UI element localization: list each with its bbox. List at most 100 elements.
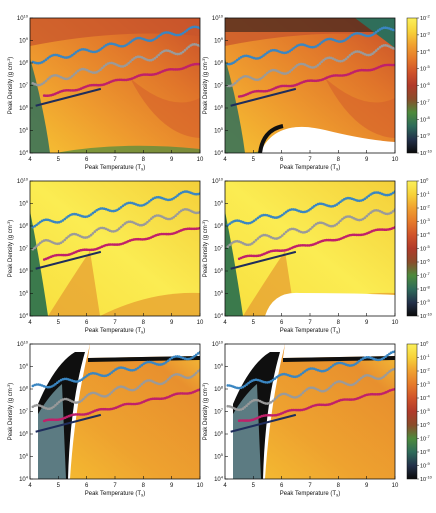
grey-data-point <box>166 378 170 381</box>
magenta-data-point <box>179 392 182 395</box>
blue-data-point <box>281 373 284 376</box>
grey-data-point <box>251 242 254 245</box>
heatmap-region <box>48 251 100 316</box>
grey-data-point <box>374 49 378 52</box>
grey-data-point <box>108 392 112 396</box>
grey-data-point <box>335 222 339 226</box>
blue-data-point <box>314 45 318 48</box>
navy-track-line <box>35 413 102 433</box>
blue-data-point <box>168 358 172 361</box>
grey-data-point <box>271 68 275 72</box>
grey-data-point <box>95 70 98 74</box>
blue-data-point <box>80 378 83 382</box>
x-tick-label: 5 <box>252 483 256 489</box>
grey-data-point <box>44 79 48 83</box>
x-tick-label: 6 <box>85 320 89 326</box>
blue-data-point <box>121 204 125 208</box>
blue-data-point <box>273 377 277 381</box>
blue-data-point <box>281 213 284 217</box>
grey-data-point <box>386 372 389 375</box>
grey-data-point <box>241 407 245 411</box>
grey-data-point <box>348 383 352 387</box>
grey-data-point <box>44 238 48 242</box>
grey-data-point <box>341 217 344 221</box>
y-tick-label: 106 <box>214 430 224 439</box>
x-tick-label: 7 <box>113 157 117 163</box>
grey-data-point <box>331 383 335 386</box>
blue-data-point <box>373 191 376 194</box>
grey-data-point <box>185 47 189 50</box>
grey-data-point <box>352 383 356 386</box>
empty-region <box>88 344 200 358</box>
colorbar: 100 10-1 10-2 10-3 10-4 10-5 10-6 10-7 10-8 10-9 1… <box>406 177 433 320</box>
blue-data-point <box>226 62 230 66</box>
empty-region <box>265 292 395 316</box>
x-tick-label: 7 <box>308 320 312 326</box>
blue-data-point <box>35 61 38 65</box>
blue-data-point <box>119 206 123 209</box>
blue-data-point <box>183 190 187 193</box>
x-tick-label: 8 <box>337 157 341 163</box>
blue-data-point <box>71 213 74 216</box>
grey-data-point <box>179 51 183 55</box>
blue-data-point <box>329 365 333 369</box>
grey-data-point <box>172 216 175 219</box>
x-axis-label: Peak Temperature (T9) <box>280 165 340 172</box>
grey-data-point <box>40 82 44 86</box>
blue-data-point <box>343 39 346 42</box>
blue-data-point <box>138 365 142 368</box>
grey-data-point <box>239 76 243 80</box>
grey-data-point <box>157 53 160 57</box>
x-tick-label: 8 <box>142 483 146 489</box>
x-axis-label: Peak Temperature (T9) <box>85 491 145 498</box>
grey-data-point <box>127 61 130 65</box>
colorbar-tick-label: 10-3 <box>420 380 430 389</box>
grey-data-point <box>356 380 359 383</box>
colorbar-tick-label: 10-8 <box>420 448 430 457</box>
colorbar-tick-label: 10-10 <box>420 475 433 484</box>
grey-data-point <box>104 63 108 66</box>
y-tick-label: 106 <box>214 267 224 276</box>
blue-data-point <box>326 368 329 372</box>
blue-data-point <box>146 201 149 205</box>
grey-data-point <box>301 391 305 395</box>
magenta-data-point <box>93 83 97 87</box>
grey-data-point <box>337 221 341 224</box>
blue-data-point <box>288 49 292 53</box>
grey-data-point <box>166 217 170 221</box>
grey-data-point <box>129 388 132 392</box>
grey-data-point <box>307 229 310 232</box>
blue-data-point <box>318 42 322 46</box>
colorbar-tick-label: 10-6 <box>420 81 430 90</box>
blue-data-point <box>292 375 295 379</box>
blue-data-point <box>86 374 89 377</box>
grey-data-point <box>282 232 286 236</box>
grey-data-point <box>69 76 72 79</box>
blue-data-point <box>35 383 38 386</box>
blue-data-point <box>243 384 246 388</box>
blue-data-point <box>328 367 331 370</box>
grey-data-point <box>243 75 246 78</box>
x-tick-label: 10 <box>392 483 399 489</box>
colorbar-tick-label: 10-9 <box>420 132 430 141</box>
blue-data-point <box>339 200 342 204</box>
colorbar-tick-label: 10-6 <box>420 421 430 430</box>
grey-data-point <box>170 217 174 220</box>
magenta-data-point <box>377 228 381 231</box>
grey-data-point <box>281 392 284 396</box>
grey-data-point <box>56 402 59 405</box>
blue-data-point <box>320 41 324 44</box>
blue-data-point <box>134 367 138 371</box>
x-tick-label: 9 <box>365 157 369 163</box>
blue-data-point <box>108 372 112 376</box>
magenta-data-point <box>300 244 304 247</box>
blue-data-point <box>235 58 239 62</box>
grey-data-point <box>346 215 350 218</box>
grey-data-point <box>237 78 241 81</box>
blue-data-point <box>337 361 341 365</box>
grey-data-point <box>102 64 106 68</box>
y-tick-label: 104 <box>214 312 224 321</box>
magenta-data-point <box>44 94 48 97</box>
magenta-data-point <box>123 78 126 82</box>
blue-data-point <box>245 221 248 225</box>
